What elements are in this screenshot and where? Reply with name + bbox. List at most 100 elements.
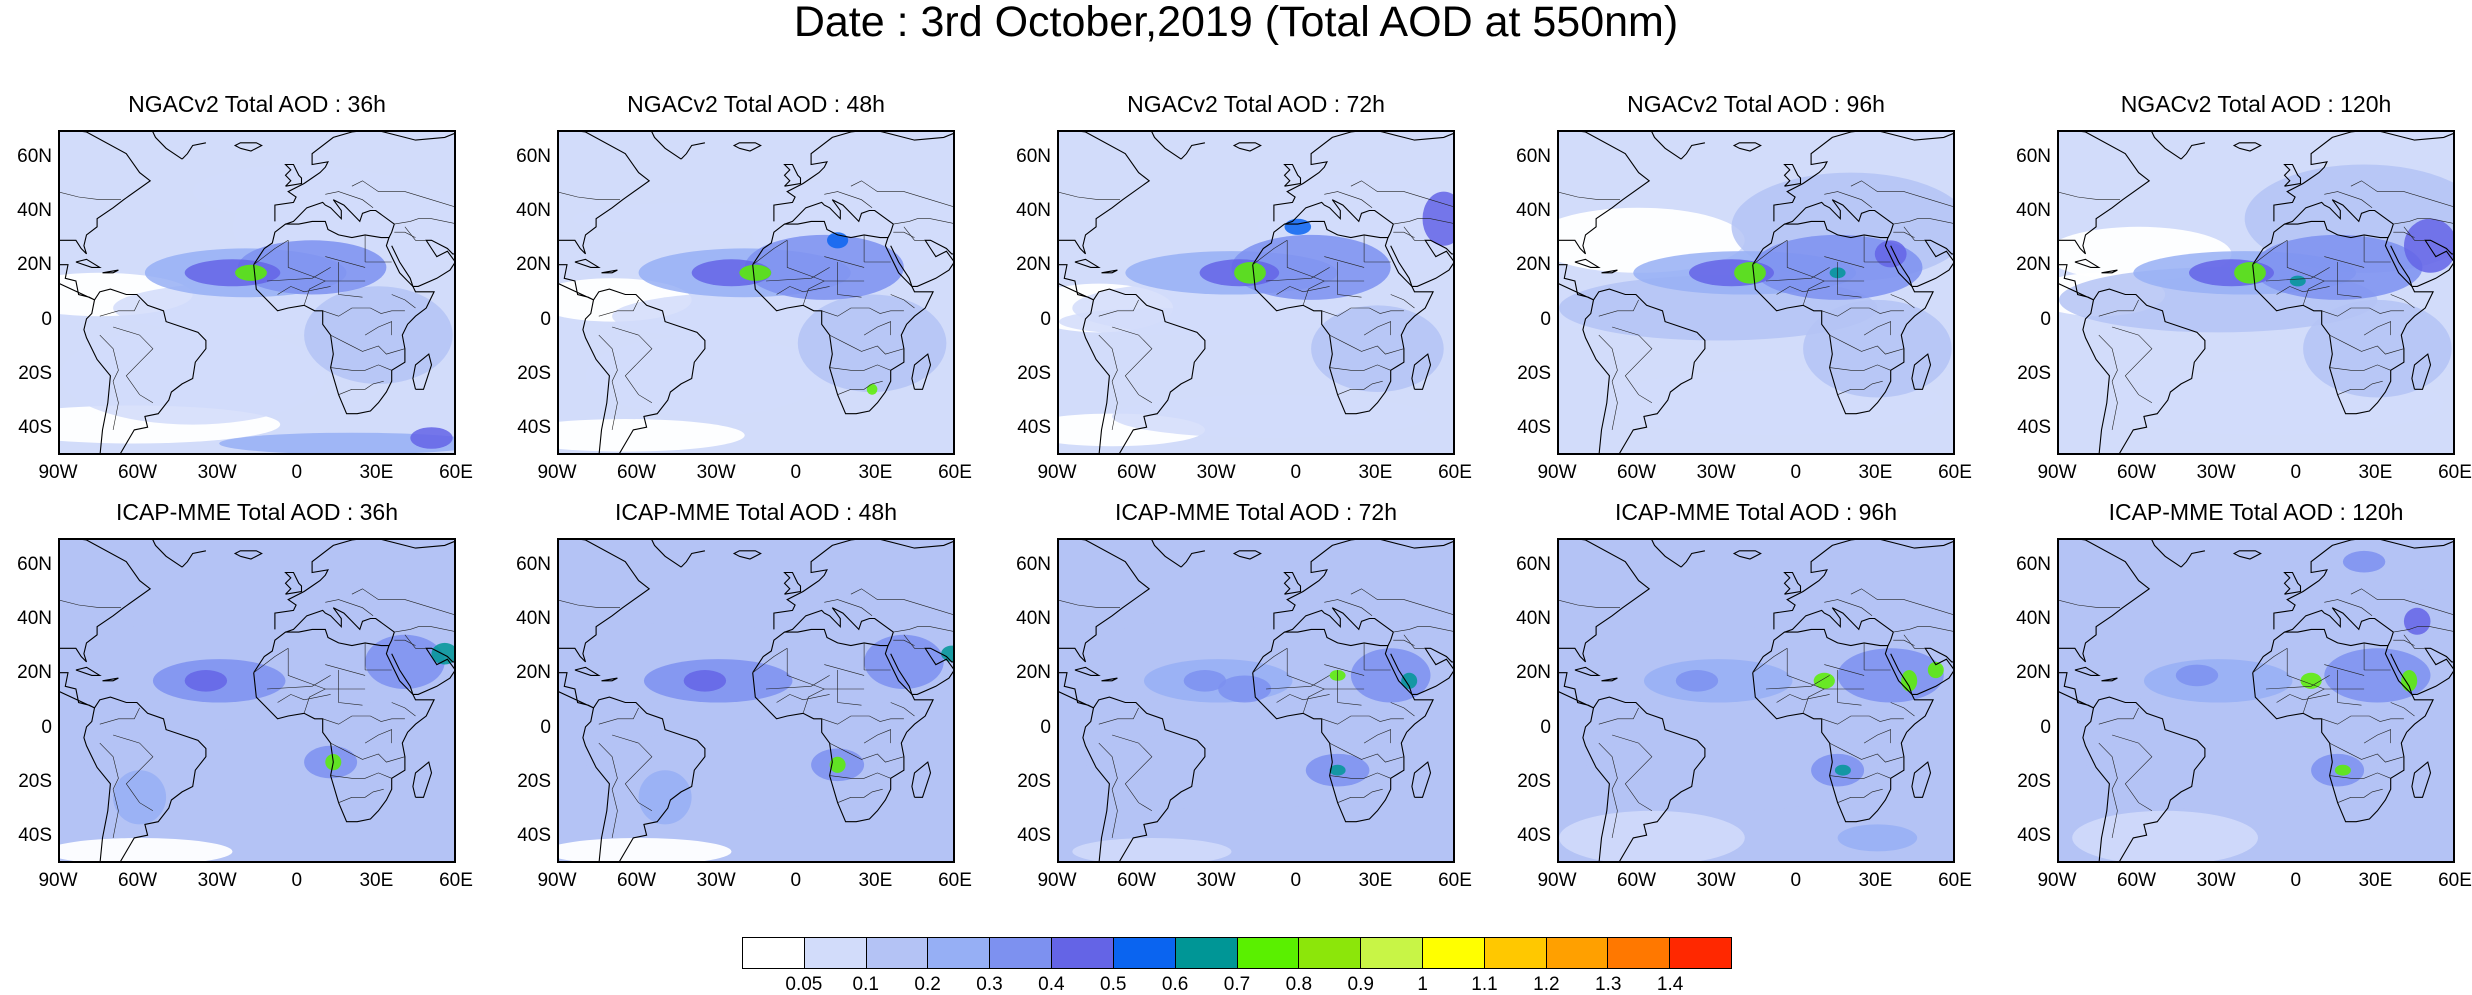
icap-mme-panel-2-lat-tick: 20N xyxy=(516,662,551,684)
ngacv2-panel-1-lon-tick: 30E xyxy=(359,462,394,483)
colorbar-swatch xyxy=(1237,938,1300,968)
icap-mme-panel-5-lat-tick: 40S xyxy=(2017,824,2051,846)
ngacv2-panel-2-lon-tick: 60W xyxy=(617,462,657,483)
icap-mme-panel-4-aod-field xyxy=(1559,594,1953,861)
icap-mme-panel-3-lon-tick: 90W xyxy=(1037,870,1077,891)
icap-mme-panel-2-aod-field xyxy=(559,594,953,861)
icap-mme-panel-5-aod-field xyxy=(2072,550,2453,861)
ngacv2-panel-4-lon-tick: 90W xyxy=(1537,462,1577,483)
ngacv2-panel-4-lon-tick: 60E xyxy=(1938,462,1972,483)
ngacv2-panel-3-map-svg xyxy=(1059,132,1453,453)
ngacv2-panel-1-lat-tick: 40S xyxy=(18,416,52,438)
ngacv2-panel-4-lat-tick: 20S xyxy=(1517,362,1551,384)
ngacv2-panel-1-lat-tick: 40N xyxy=(17,200,52,222)
icap-mme-panel-4-lat-tick: 0 xyxy=(1540,716,1551,738)
icap-mme-panel-5-lat-tick: 20N xyxy=(2016,662,2051,684)
colorbar-swatch xyxy=(990,938,1053,968)
ngacv2-panel-2-borders xyxy=(559,180,953,430)
ngacv2-panel-3-lat-tick: 60N xyxy=(1016,146,1051,168)
icap-mme-panel-1-map-svg xyxy=(60,540,454,861)
icap-mme-panel-4-lon-tick: 30E xyxy=(1858,870,1893,891)
ngacv2-panel-5-lon-tick: 60W xyxy=(2117,462,2157,483)
icap-mme-panel-2-title: ICAP-MME Total AOD : 48h xyxy=(614,499,898,525)
icap-mme-panel-5-lon-tick: 60W xyxy=(2117,870,2157,891)
ngacv2-panel-3-coastlines xyxy=(1059,132,1453,453)
icap-mme-panel-2-lon-tick: 30W xyxy=(696,870,736,891)
ngacv2-panel-2-lon-tick: 60E xyxy=(938,462,972,483)
icap-mme-panel-5-lon-tick: 90W xyxy=(2037,870,2077,891)
ngacv2-panel-2-title: NGACv2 Total AOD : 48h xyxy=(627,91,885,117)
icap-mme-panel-5-lon-tick: 0 xyxy=(2290,870,2302,891)
icap-mme-panel-3-map xyxy=(1057,538,1455,863)
colorbar-swatch xyxy=(1361,938,1423,968)
icap-mme-panel-4-title: ICAP-MME Total AOD : 96h xyxy=(1614,499,1898,525)
ngacv2-panel-2-lat-tick: 40N xyxy=(516,200,551,222)
icap-mme-panel-3-aod-field xyxy=(1072,594,1453,861)
ngacv2-panel-5-lat-tick: 60N xyxy=(2016,146,2051,168)
icap-mme-panel-5-lat-tick: 20S xyxy=(2017,770,2051,792)
ngacv2-panel-4-map-svg xyxy=(1559,132,1953,453)
ngacv2-panel-5-borders xyxy=(2059,180,2453,430)
icap-mme-panel-5-lon-tick: 30E xyxy=(2358,870,2393,891)
ngacv2-panel-3-lon-tick: 30W xyxy=(1196,462,1236,483)
ngacv2-panel-5-lon-tick: 30W xyxy=(2196,462,2236,483)
colorbar-label: 0.4 xyxy=(1038,974,1065,995)
icap-mme-panel-1-lat-tick: 20N xyxy=(17,662,52,684)
ngacv2-panel-5-lat-tick: 20N xyxy=(2016,254,2051,276)
ngacv2-panel-3-borders xyxy=(1059,180,1453,430)
ngacv2-panel-4-lat-tick: 20N xyxy=(1516,254,1551,276)
icap-mme-panel-1-lat-tick: 0 xyxy=(41,716,52,738)
icap-mme-panel-1-lon-tick: 30W xyxy=(197,870,237,891)
ngacv2-panel-2-lon-tick: 30W xyxy=(696,462,736,483)
colorbar xyxy=(742,937,1732,969)
icap-mme-panel-4-lon-tick: 90W xyxy=(1537,870,1577,891)
ngacv2-panel-5-lon-tick: 0 xyxy=(2290,462,2302,483)
ngacv2-panel-4-borders xyxy=(1559,180,1953,430)
ngacv2-panel-1-lon-tick: 60E xyxy=(439,462,473,483)
ngacv2-panel-3-lon-tick: 90W xyxy=(1037,462,1077,483)
colorbar-label: 0.8 xyxy=(1285,974,1313,995)
ngacv2-panel-3-lon-tick: 60W xyxy=(1117,462,1157,483)
colorbar-swatch xyxy=(1113,938,1176,968)
icap-mme-panel-3-borders xyxy=(1059,588,1453,838)
colorbar-label: 1 xyxy=(1417,974,1428,995)
colorbar-label: 1.2 xyxy=(1533,974,1560,995)
icap-mme-panel-4-map-svg xyxy=(1559,540,1953,861)
ngacv2-panel-1-lon-tick: 60W xyxy=(118,462,158,483)
colorbar-swatch xyxy=(1175,938,1238,968)
icap-mme-panel-3-lon-tick: 60E xyxy=(1438,870,1472,891)
ngacv2-panel-4-lat-tick: 0 xyxy=(1540,308,1551,330)
icap-mme-panel-3-title: ICAP-MME Total AOD : 72h xyxy=(1114,499,1398,525)
colorbar-label: 0.5 xyxy=(1100,974,1127,995)
icap-mme-panel-2-lat-tick: 20S xyxy=(517,770,551,792)
ngacv2-panel-4-aod-field xyxy=(1559,172,1953,436)
ngacv2-panel-3-aod-field xyxy=(1059,172,1453,447)
ngacv2-panel-1-lon-tick: 90W xyxy=(38,462,78,483)
icap-mme-panel-1-map xyxy=(58,538,456,863)
icap-mme-panel-2-borders xyxy=(559,588,953,838)
colorbar-swatch xyxy=(866,938,929,968)
icap-mme-panel-5-title: ICAP-MME Total AOD : 120h xyxy=(2108,499,2404,525)
icap-mme-panel-3-lat-tick: 20S xyxy=(1017,770,1051,792)
colorbar-label: 1.1 xyxy=(1471,974,1498,995)
icap-mme-panel-1-coastlines xyxy=(60,540,454,861)
colorbar-swatch xyxy=(804,938,867,968)
icap-mme-panel-4-map xyxy=(1557,538,1955,863)
icap-mme-panel-4-lat-tick: 20N xyxy=(1516,662,1551,684)
icap-mme-panel-1-title: ICAP-MME Total AOD : 36h xyxy=(115,499,399,525)
ngacv2-panel-2-lat-tick: 20N xyxy=(516,254,551,276)
icap-mme-panel-4-lon-tick: 30W xyxy=(1696,870,1736,891)
ngacv2-panel-4-coastlines xyxy=(1559,132,1953,453)
icap-mme-panel-2-coastlines xyxy=(559,540,953,861)
ngacv2-panel-3-lon-tick: 0 xyxy=(1290,462,1302,483)
ngacv2-panel-2-lon-tick: 0 xyxy=(790,462,802,483)
ngacv2-panel-5-lat-tick: 20S xyxy=(2017,362,2051,384)
icap-mme-panel-3-map-svg xyxy=(1059,540,1453,861)
icap-mme-panel-5-lat-tick: 40N xyxy=(2016,608,2051,630)
icap-mme-panel-1-lon-tick: 90W xyxy=(38,870,78,891)
icap-mme-panel-1-lon-tick: 0 xyxy=(291,870,303,891)
ngacv2-panel-4-lat-tick: 40S xyxy=(1517,416,1551,438)
ngacv2-panel-5-lon-tick: 30E xyxy=(2358,462,2393,483)
colorbar-label: 0.3 xyxy=(976,974,1003,995)
ngacv2-panel-5-map-svg xyxy=(2059,132,2453,453)
